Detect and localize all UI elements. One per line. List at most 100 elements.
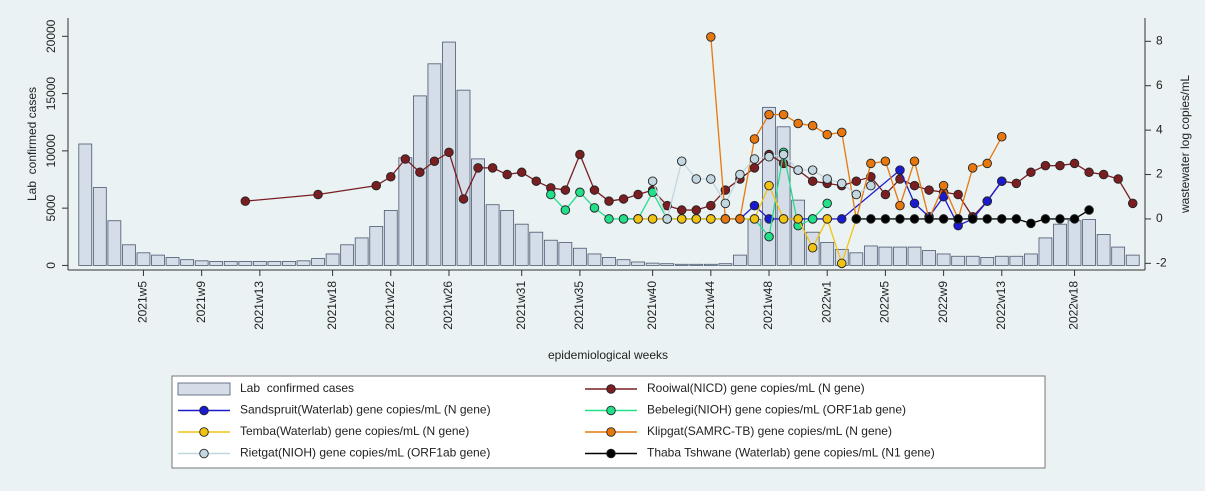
series-marker (313, 189, 323, 200)
bar (980, 256, 995, 266)
series-marker (895, 214, 905, 224)
series-marker (458, 194, 469, 204)
bar (296, 260, 311, 266)
bar (398, 157, 413, 266)
series-line-segment (928, 185, 945, 220)
series-line-segment (564, 154, 581, 191)
series-line-segment (245, 193, 319, 202)
bar (922, 250, 936, 266)
series-marker (575, 149, 585, 160)
series-marker (1127, 198, 1138, 209)
bar (602, 256, 616, 266)
series-line-segment (317, 184, 377, 196)
series-marker (880, 189, 891, 200)
legend-swatch (199, 427, 209, 437)
series-line-segment (943, 185, 959, 220)
legend-label: Klipgat(SAMRC-TB) gene copies/mL (N gene… (647, 424, 892, 438)
series-marker (415, 167, 425, 178)
legend-swatch (606, 427, 616, 437)
series-marker (997, 214, 1007, 224)
series-line-segment (841, 218, 857, 264)
y-tick-label: 0 (44, 262, 58, 269)
series-marker (1055, 214, 1065, 224)
x-tick-label: 2021w9 (194, 281, 208, 323)
x-tick-label: 2021w22 (383, 281, 397, 330)
bar (863, 245, 878, 266)
series-marker (371, 180, 381, 191)
legend-swatch (606, 405, 616, 416)
bar (718, 263, 733, 266)
series-marker (764, 109, 774, 120)
series-marker (749, 200, 760, 211)
legend-label: Rooiwal(NICD) gene copies/mL (N gene) (647, 381, 865, 395)
series-line-segment (913, 161, 930, 220)
bar (252, 261, 267, 266)
series-marker (546, 189, 556, 200)
series-marker (778, 109, 789, 120)
series-marker (444, 147, 454, 158)
series-marker (560, 205, 571, 215)
bar (325, 253, 340, 266)
y2-tick-label: 6 (1156, 78, 1163, 92)
series-marker (909, 180, 920, 191)
series-line-segment (768, 152, 785, 237)
legend-label: Temba(Waterlab) gene copies/mL (N gene) (240, 424, 469, 438)
series-marker (676, 156, 687, 166)
series-marker (807, 176, 818, 186)
series-marker (953, 214, 963, 224)
x-tick-label: 2022w13 (994, 281, 1008, 330)
bar (689, 263, 704, 266)
series-marker (822, 214, 832, 224)
x-tick-label: 2022w1 (819, 281, 833, 323)
y2-tick-label: 2 (1156, 167, 1163, 181)
series-line-segment (637, 191, 654, 220)
bar (747, 219, 762, 266)
series-marker (618, 214, 629, 224)
bar (471, 158, 485, 266)
y-axis-title: Lab confirmed cases (25, 87, 39, 201)
series-marker (822, 198, 832, 209)
legend-swatch (606, 448, 616, 459)
series-marker (880, 156, 891, 166)
bar (107, 220, 122, 266)
series-marker (764, 152, 774, 162)
legend-label: Thaba Tshwane (Waterlab) gene copies/mL … (647, 446, 935, 460)
series-marker (735, 169, 745, 180)
series-marker (516, 167, 527, 178)
x-tick-label: 2021w35 (572, 281, 586, 330)
series-line-segment (710, 36, 727, 219)
bar (92, 187, 107, 266)
series-marker (938, 214, 949, 224)
bar (413, 95, 427, 266)
series-line-segment (782, 152, 799, 226)
legend-swatch (177, 382, 231, 396)
y2-tick-label: 0 (1156, 211, 1163, 225)
series-marker (793, 118, 803, 129)
series-marker (982, 214, 992, 224)
series-marker (880, 214, 891, 224)
series-marker (837, 178, 847, 189)
series-marker (807, 214, 818, 224)
bar (194, 260, 209, 266)
series-marker (1011, 214, 1022, 224)
series-marker (604, 214, 614, 224)
x-tick-label: 2021w13 (252, 281, 266, 330)
series-marker (909, 214, 920, 224)
bar (1067, 220, 1082, 266)
series-line-segment (855, 163, 872, 220)
series-marker (909, 198, 920, 209)
bar (951, 255, 966, 266)
series-line-segment (652, 180, 668, 220)
bar (1082, 219, 1096, 266)
series-marker (997, 132, 1007, 142)
legend-swatch (606, 384, 616, 394)
series-marker (807, 165, 818, 175)
series-marker (386, 171, 396, 182)
bar (340, 244, 355, 266)
series-marker (924, 185, 934, 195)
series-marker (851, 189, 862, 200)
x-tick-label: 2021w26 (441, 281, 455, 330)
bar (223, 261, 238, 266)
series-line-segment (812, 218, 828, 249)
bar (878, 246, 893, 266)
